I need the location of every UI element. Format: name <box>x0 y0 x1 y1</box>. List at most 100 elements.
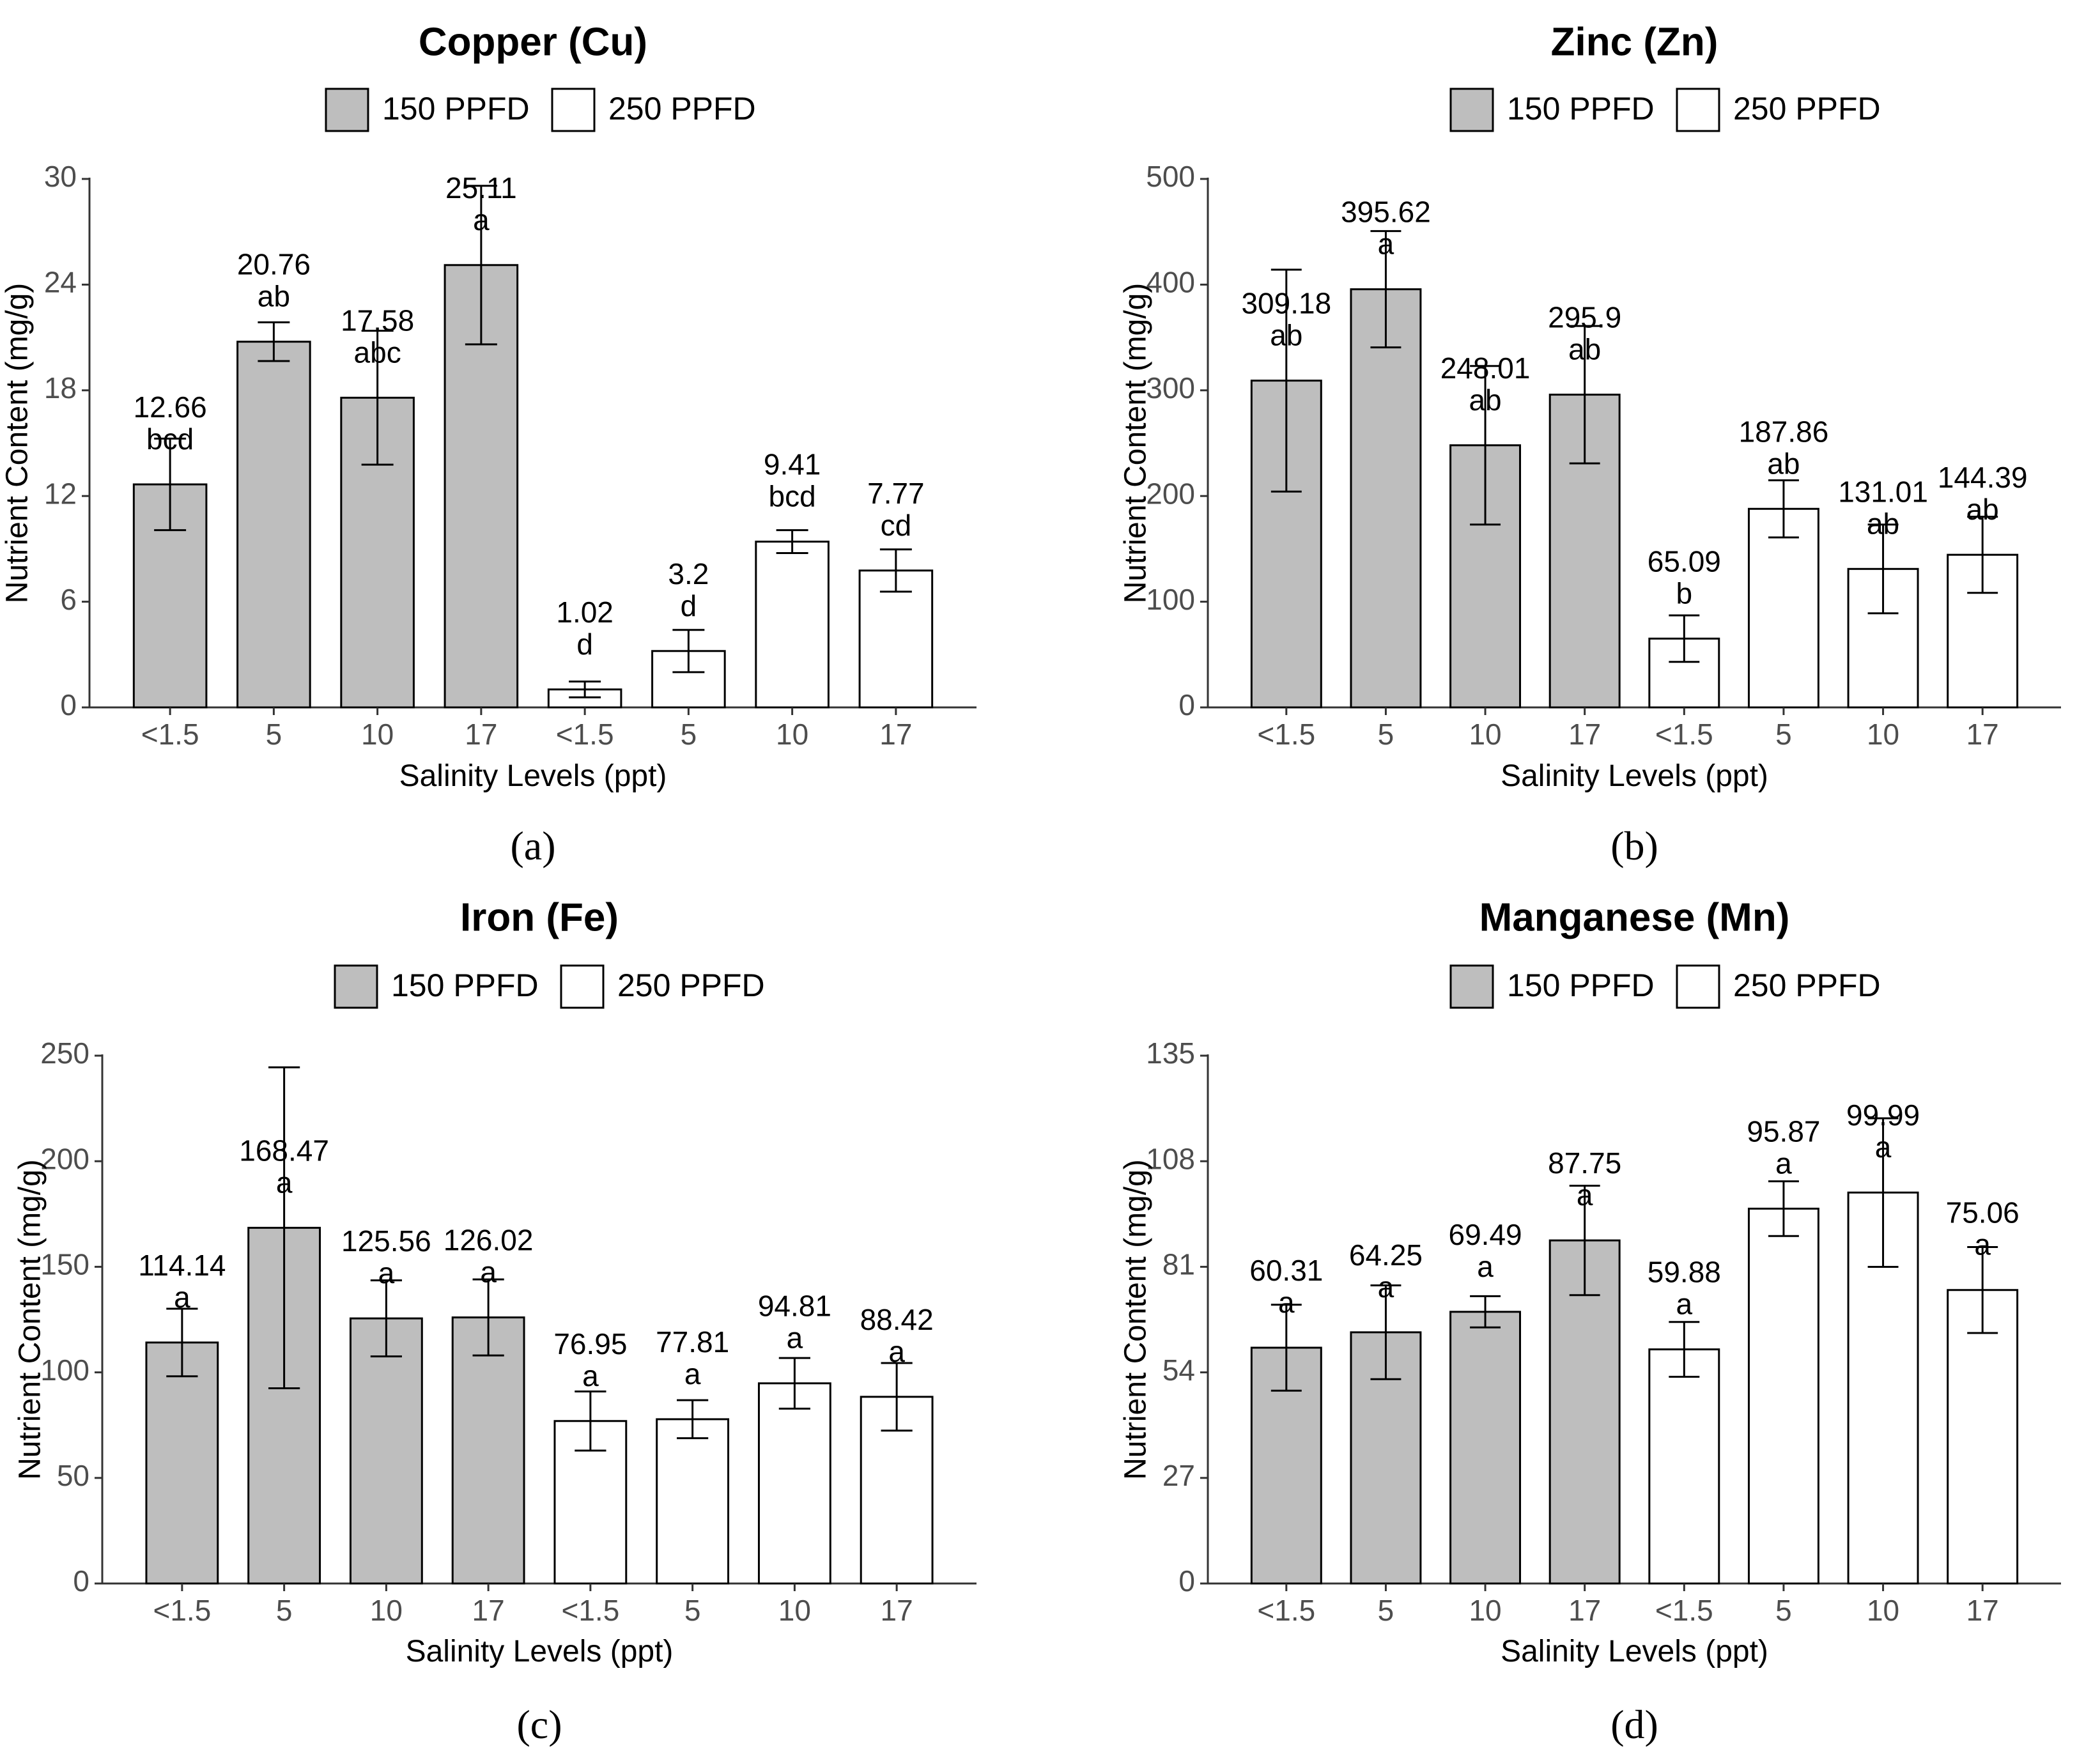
data-label: 94.81 <box>758 1290 831 1323</box>
y-axis-title: Nutrient Content (mg/g) <box>1 283 35 604</box>
y-axis-title: Nutrient Content (mg/g) <box>1119 1159 1153 1480</box>
significance-letter: abc <box>354 335 401 369</box>
legend-label: 150 PPFD <box>391 967 539 1003</box>
legend-swatch-150 <box>334 964 378 1009</box>
legend-swatch-250 <box>551 88 596 132</box>
y-axis-title: Nutrient Content (mg/g) <box>1119 283 1153 604</box>
bar <box>349 1317 423 1585</box>
data-label: 20.76 <box>237 248 311 281</box>
significance-letter: ab <box>1568 333 1601 366</box>
significance-letter: ab <box>1469 383 1501 417</box>
data-label: 9.41 <box>764 448 821 481</box>
data-label: 1.02 <box>556 596 614 629</box>
significance-letter: ab <box>1767 447 1800 480</box>
y-tick-label: 200 <box>40 1142 89 1175</box>
y-tick-label: 30 <box>44 160 77 193</box>
significance-letter: a <box>1775 1146 1792 1180</box>
significance-letter: cd <box>881 509 912 542</box>
significance-letter: a <box>1378 227 1394 261</box>
y-tick-label: 24 <box>44 266 77 299</box>
chart-panel-4: Manganese (Mn)150 PPFD 250 PPFD0275481108… <box>1119 895 2061 1747</box>
y-tick-label: 300 <box>1146 371 1195 405</box>
chart-title: Iron (Fe) <box>460 895 619 939</box>
significance-letter: ab <box>1270 319 1302 352</box>
significance-letter: bcd <box>146 422 194 456</box>
data-label: 77.81 <box>656 1325 729 1359</box>
legend-swatch-250 <box>560 964 605 1009</box>
significance-letter: a <box>1477 1250 1494 1283</box>
legend-swatch-250 <box>1676 88 1720 132</box>
panel-label: (d) <box>1610 1702 1658 1747</box>
significance-letter: a <box>378 1256 395 1290</box>
y-tick-label: 100 <box>40 1353 89 1387</box>
data-label: 144.39 <box>1938 461 2028 494</box>
data-label: 12.66 <box>134 390 207 424</box>
bar <box>1548 1239 1621 1585</box>
chart-title: Manganese (Mn) <box>1479 895 1790 939</box>
bar <box>858 569 934 709</box>
data-label: 7.77 <box>867 477 925 510</box>
data-label: 131.01 <box>1838 475 1928 508</box>
x-tick-label: 5 <box>1378 1594 1394 1627</box>
x-tick-label: 17 <box>465 718 497 751</box>
x-tick-label: <1.5 <box>556 718 614 751</box>
y-tick-label: 0 <box>73 1564 89 1598</box>
data-label: 76.95 <box>553 1327 627 1360</box>
significance-letter: a <box>787 1321 803 1355</box>
data-label: 3.2 <box>668 557 709 590</box>
bar <box>1947 1289 2019 1585</box>
bar <box>1747 507 1819 709</box>
y-tick-label: 54 <box>1162 1353 1195 1387</box>
significance-letter: a <box>1875 1130 1892 1164</box>
legend: 150 PPFD 250 PPFD <box>325 88 756 132</box>
x-tick-label: 10 <box>1469 718 1501 751</box>
panel-label: (c) <box>516 1702 562 1747</box>
data-label: 69.49 <box>1449 1218 1522 1251</box>
legend-swatch-150 <box>325 88 369 132</box>
y-tick-label: 135 <box>1146 1036 1195 1070</box>
significance-letter: a <box>1577 1178 1593 1212</box>
y-tick-label: 400 <box>1146 266 1195 299</box>
x-tick-label: <1.5 <box>1257 718 1315 751</box>
data-label: 187.86 <box>1739 415 1829 448</box>
data-label: 75.06 <box>1946 1196 2019 1229</box>
x-tick-label: 5 <box>684 1594 701 1627</box>
x-tick-label: 10 <box>361 718 394 751</box>
data-label: 87.75 <box>1548 1146 1621 1180</box>
y-tick-label: 18 <box>44 371 77 405</box>
data-label: 99.99 <box>1846 1098 1920 1132</box>
legend-label: 150 PPFD <box>1507 91 1655 127</box>
data-label: 88.42 <box>860 1303 934 1336</box>
significance-letter: a <box>1278 1286 1295 1319</box>
x-tick-label: <1.5 <box>153 1594 211 1627</box>
chart-title: Zinc (Zn) <box>1551 20 1718 64</box>
x-tick-label: <1.5 <box>561 1594 619 1627</box>
y-tick-label: 108 <box>1146 1142 1195 1175</box>
legend-swatch-150 <box>1449 964 1494 1009</box>
legend: 150 PPFD 250 PPFD <box>1449 88 1881 132</box>
x-tick-label: 17 <box>879 718 912 751</box>
x-tick-label: 5 <box>1378 718 1394 751</box>
legend-label: 150 PPFD <box>1507 967 1655 1003</box>
x-tick-label: 10 <box>776 718 808 751</box>
legend-swatch-250 <box>1676 964 1720 1009</box>
significance-letter: a <box>174 1281 190 1314</box>
x-tick-label: 17 <box>472 1594 505 1627</box>
significance-letter: a <box>480 1256 497 1289</box>
chart-panel-3: Iron (Fe) 150 PPFD 250 PPFD 0 50 100 150 200 250… <box>13 895 977 1747</box>
x-tick-label: 5 <box>1775 718 1792 751</box>
panel-label: (a) <box>510 823 555 868</box>
significance-letter: a <box>582 1359 599 1392</box>
legend-label: 250 PPFD <box>617 967 765 1003</box>
bar <box>236 341 311 709</box>
significance-letter: a <box>1378 1270 1394 1304</box>
x-tick-label: 17 <box>1966 1594 1999 1627</box>
legend-swatch-150 <box>1449 88 1494 132</box>
data-label: 395.62 <box>1341 196 1431 229</box>
data-label: 25.11 <box>445 171 517 204</box>
data-label: 114.14 <box>138 1249 226 1282</box>
y-tick-label: 250 <box>40 1036 89 1070</box>
data-label: 309.18 <box>1241 287 1331 320</box>
y-tick-label: 100 <box>1146 583 1195 616</box>
